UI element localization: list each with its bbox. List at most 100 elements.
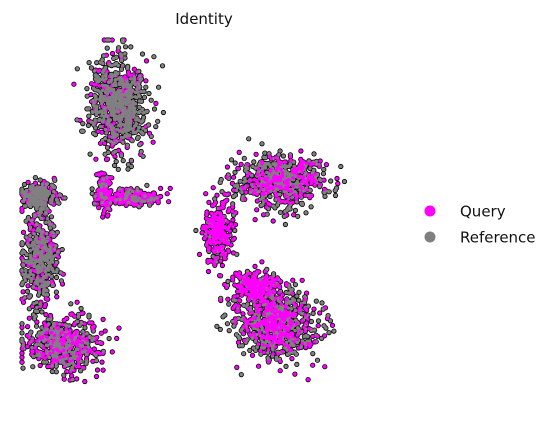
query-point bbox=[30, 304, 35, 309]
query-point bbox=[144, 124, 148, 129]
query-point bbox=[53, 263, 57, 267]
query-point bbox=[145, 193, 150, 197]
query-point bbox=[97, 68, 102, 73]
query-point bbox=[132, 67, 137, 71]
query-point bbox=[95, 202, 99, 206]
query-point bbox=[107, 192, 112, 197]
query-point bbox=[165, 191, 169, 196]
query-point bbox=[97, 84, 102, 88]
query-point bbox=[69, 312, 73, 317]
query-point bbox=[21, 230, 26, 235]
query-point bbox=[104, 157, 109, 162]
query-point bbox=[121, 199, 126, 204]
query-point bbox=[144, 79, 148, 83]
query-point bbox=[117, 326, 121, 330]
query-point bbox=[21, 290, 25, 294]
scatter-points bbox=[19, 37, 348, 385]
query-point bbox=[144, 59, 149, 63]
query-point bbox=[102, 141, 107, 146]
query-point bbox=[72, 82, 76, 86]
query-point bbox=[44, 312, 48, 317]
query-point bbox=[104, 53, 109, 57]
query-point bbox=[20, 206, 24, 211]
query-point bbox=[154, 101, 158, 106]
query-point bbox=[31, 228, 36, 232]
query-point bbox=[166, 199, 171, 204]
query-point bbox=[108, 181, 112, 185]
query-point bbox=[65, 316, 69, 321]
query-point bbox=[45, 297, 50, 302]
query-point bbox=[113, 154, 117, 159]
query-point bbox=[96, 194, 100, 198]
query-point bbox=[101, 317, 105, 322]
query-point bbox=[30, 349, 34, 353]
query-point bbox=[168, 186, 172, 191]
query-point bbox=[101, 368, 105, 372]
query-point bbox=[55, 295, 59, 299]
query-point bbox=[116, 49, 120, 53]
query-point bbox=[97, 205, 101, 210]
query-point bbox=[68, 328, 72, 333]
query-point bbox=[106, 128, 110, 132]
query-point bbox=[37, 356, 41, 361]
query-point bbox=[27, 222, 32, 227]
query-point bbox=[151, 193, 155, 197]
query-point bbox=[149, 201, 154, 205]
query-point bbox=[75, 300, 79, 305]
query-point bbox=[103, 201, 107, 205]
query-point bbox=[92, 82, 97, 87]
query-point bbox=[62, 377, 66, 382]
query-point bbox=[100, 215, 105, 219]
query-point bbox=[92, 347, 97, 351]
query-point bbox=[38, 224, 42, 228]
query-point bbox=[60, 282, 65, 286]
query-point bbox=[27, 316, 32, 321]
query-point bbox=[34, 286, 38, 291]
query-point bbox=[109, 188, 113, 193]
query-point bbox=[72, 314, 77, 319]
query-point bbox=[21, 300, 26, 305]
query-point bbox=[158, 186, 163, 191]
query-point bbox=[38, 363, 42, 368]
query-point bbox=[114, 336, 119, 341]
query-point bbox=[48, 233, 53, 238]
query-point bbox=[89, 81, 94, 86]
query-point bbox=[110, 198, 115, 202]
query-point bbox=[47, 209, 51, 213]
query-point bbox=[91, 359, 95, 364]
query-point bbox=[20, 209, 24, 214]
query-point bbox=[110, 38, 114, 42]
query-point bbox=[151, 140, 155, 144]
query-point bbox=[123, 75, 127, 79]
query-point bbox=[100, 104, 105, 109]
query-point bbox=[110, 144, 114, 148]
query-point bbox=[96, 129, 100, 134]
query-point bbox=[112, 121, 116, 126]
query-point bbox=[33, 181, 38, 185]
query-point bbox=[89, 92, 93, 97]
query-point bbox=[69, 374, 74, 378]
query-point bbox=[46, 364, 50, 369]
query-point bbox=[95, 368, 100, 372]
query-point bbox=[56, 255, 61, 259]
query-point bbox=[74, 377, 79, 381]
query-point bbox=[147, 131, 152, 136]
query-point bbox=[94, 157, 98, 161]
query-point bbox=[65, 369, 69, 374]
query-point bbox=[106, 213, 110, 217]
query-point bbox=[127, 73, 131, 77]
query-point bbox=[99, 331, 104, 336]
query-point bbox=[55, 194, 59, 198]
query-point bbox=[102, 208, 107, 213]
query-point bbox=[94, 197, 98, 202]
query-point bbox=[20, 297, 24, 302]
query-point bbox=[116, 148, 121, 153]
query-point bbox=[43, 304, 47, 309]
query-point bbox=[68, 378, 72, 382]
query-point bbox=[83, 379, 87, 384]
query-point bbox=[98, 141, 103, 146]
query-point bbox=[103, 191, 108, 195]
chart-title: Identity bbox=[175, 10, 233, 28]
query-point bbox=[94, 172, 99, 177]
query-point bbox=[77, 364, 81, 369]
